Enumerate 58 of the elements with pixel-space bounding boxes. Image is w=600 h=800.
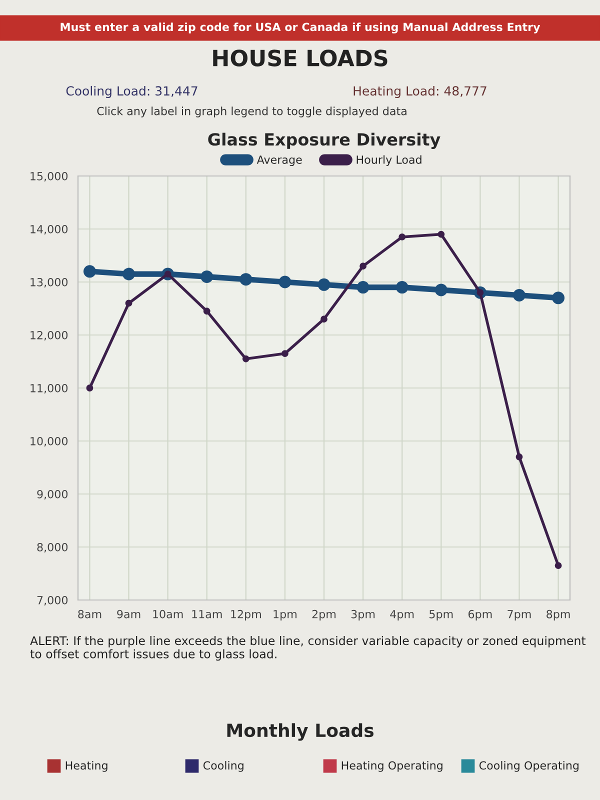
- point: [434, 284, 448, 296]
- point: [125, 300, 132, 307]
- text: Heating Load: 48,777: [354, 86, 486, 98]
- text: Monthly Loads: [227, 723, 374, 741]
- y-tick-label: 14,000: [30, 224, 68, 235]
- legend-label: Average: [256, 156, 302, 166]
- point: [396, 281, 408, 294]
- point: [356, 281, 370, 294]
- point: [281, 350, 288, 358]
- point: [512, 289, 526, 302]
- x-tick-label: 5pm: [430, 610, 453, 620]
- point: [360, 262, 367, 270]
- point: [240, 273, 252, 286]
- text: Cooling Load: 31,447: [66, 86, 198, 98]
- text: Must enter a valid zip code for USA or Canada if using Manual Address Entry: [60, 22, 540, 34]
- y-tick-label: 15,000: [30, 172, 68, 182]
- x-tick-label: 12pm: [231, 610, 261, 620]
- x-tick-label: 3pm: [351, 610, 375, 620]
- text: Click any label in graph legend to toggle displayed data: [97, 106, 406, 118]
- x-tick-label: 4pm: [390, 610, 414, 620]
- y-tick-label: 13,000: [30, 278, 68, 288]
- point: [203, 308, 210, 315]
- point: [552, 292, 565, 304]
- point: [278, 276, 292, 288]
- x-tick-label: 8am: [78, 610, 102, 618]
- text: Heating Operating: [342, 761, 442, 772]
- point: [398, 233, 406, 240]
- y-tick-label: 10,000: [30, 436, 68, 447]
- text: ALERT: If the purple line exceeds the blue line, consider variable capacity or zoned equipment to offset comfort issues due to glass load.: [30, 636, 586, 661]
- text: HOUSE LOADS: [213, 50, 388, 66]
- chart-title: Glass Exposure Diversity: [208, 132, 440, 150]
- x-tick-label: 8pm: [546, 610, 570, 620]
- point: [554, 562, 562, 570]
- x-tick-label: 6pm: [468, 610, 492, 620]
- y-tick-label: 8,000: [37, 542, 68, 553]
- text: Heating: [66, 761, 108, 772]
- legend-label: Hourly Load: [356, 155, 422, 166]
- point: [242, 355, 250, 362]
- point: [86, 384, 94, 392]
- point: [318, 278, 330, 291]
- x-tick-label: 10am: [153, 610, 183, 618]
- y-tick-label: 9,000: [37, 490, 68, 500]
- x-tick-label: 9am: [117, 610, 140, 618]
- x-tick-label: 1pm: [274, 610, 296, 620]
- point: [83, 265, 96, 278]
- y-tick-label: 11,000: [30, 384, 68, 394]
- text: Cooling Operating: [479, 761, 578, 772]
- point: [438, 230, 445, 238]
- y-tick-label: 7,000: [37, 596, 68, 606]
- point: [320, 316, 328, 323]
- x-tick-label: 11am: [192, 610, 222, 618]
- point: [200, 270, 214, 283]
- x-tick-label: 7pm: [508, 610, 531, 620]
- y-tick-label: 12,000: [30, 330, 68, 341]
- point: [516, 453, 523, 460]
- x-tick-label: 2pm: [312, 610, 336, 620]
- point: [122, 268, 136, 280]
- text: Cooling: [203, 761, 244, 772]
